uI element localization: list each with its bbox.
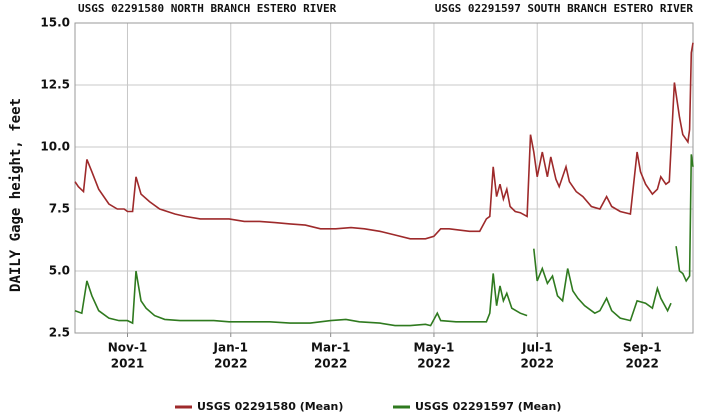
x-tick-label: Jan-1 — [213, 341, 248, 355]
x-tick-year: 2022 — [314, 357, 347, 371]
y-tick-label: 2.5 — [49, 326, 70, 340]
series-line — [533, 248, 672, 322]
legend-label: USGS 02291580 (Mean) — [197, 400, 343, 413]
plot-area — [75, 23, 693, 333]
y-tick-label: 5.0 — [49, 264, 70, 278]
x-tick-label: Sep-1 — [623, 341, 662, 355]
x-tick-label: Mar-1 — [311, 341, 350, 355]
x-tick-label: Nov-1 — [108, 341, 147, 355]
series-line — [675, 154, 694, 283]
plot-border — [74, 22, 694, 334]
x-tick-year: 2022 — [214, 357, 247, 371]
y-tick-label: 12.5 — [40, 78, 70, 92]
series-line — [74, 42, 694, 240]
y-tick-label: 15.0 — [40, 16, 70, 30]
y-tick-label: 7.5 — [49, 202, 70, 216]
x-tick-year: 2022 — [626, 357, 659, 371]
chart-title-left: USGS 02291580 NORTH BRANCH ESTERO RIVER — [78, 2, 337, 15]
x-tick-label: Jul-1 — [521, 341, 552, 355]
legend-label: USGS 02291597 (Mean) — [415, 400, 561, 413]
series-line — [74, 270, 528, 327]
x-tick-year: 2021 — [111, 357, 144, 371]
x-tick-label: May-1 — [414, 341, 455, 355]
y-axis-label: DAILY Gage height, feet — [8, 98, 24, 292]
x-tick-year: 2022 — [417, 357, 450, 371]
chart-title-right: USGS 02291597 SOUTH BRANCH ESTERO RIVER — [435, 2, 694, 15]
x-tick-year: 2022 — [521, 357, 554, 371]
y-tick-label: 10.0 — [40, 140, 70, 154]
